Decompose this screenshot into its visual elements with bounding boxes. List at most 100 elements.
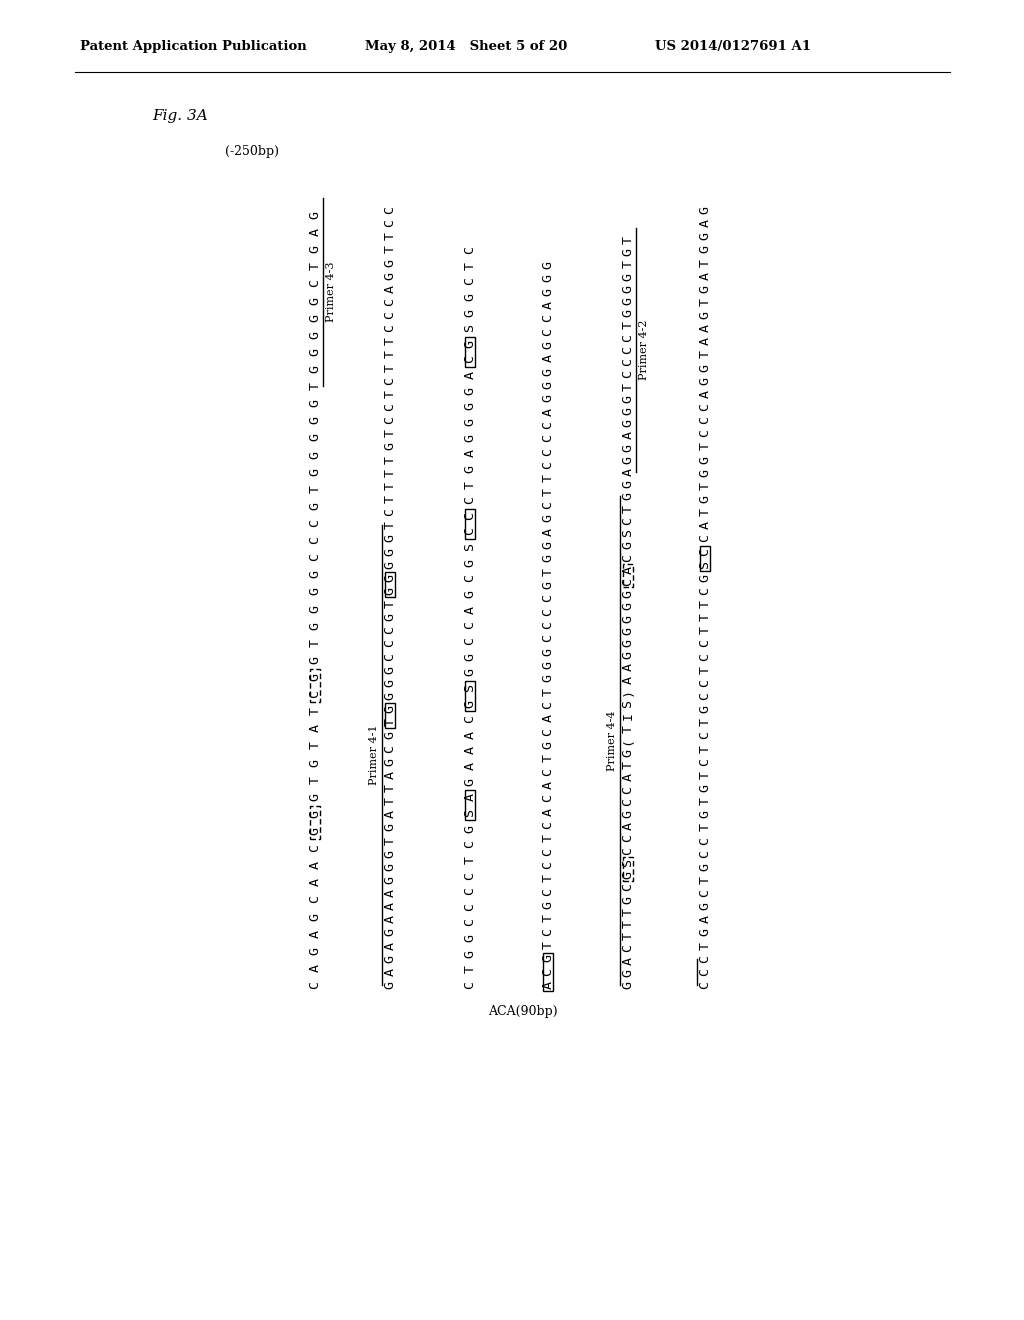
Text: C: C <box>464 903 476 911</box>
Text: G: G <box>542 341 555 348</box>
Text: A: A <box>308 964 322 972</box>
Text: T: T <box>698 626 712 635</box>
Text: G: G <box>384 954 396 962</box>
Bar <box>624 564 633 587</box>
Text: G: G <box>542 661 555 669</box>
Text: G: G <box>308 828 322 836</box>
Text: T: T <box>698 824 712 832</box>
Text: G: G <box>542 741 555 748</box>
Text: C: C <box>698 416 712 424</box>
Text: G: G <box>384 678 396 686</box>
Text: G: G <box>698 363 712 372</box>
Text: G: G <box>308 399 322 408</box>
Text: G: G <box>698 705 712 713</box>
Text: A: A <box>542 528 555 536</box>
Text: A: A <box>542 981 555 989</box>
Text: T: T <box>308 776 322 784</box>
Text: G: G <box>308 605 322 612</box>
Text: T: T <box>384 455 396 463</box>
Text: G: G <box>542 581 555 589</box>
Text: A: A <box>622 469 635 477</box>
Text: C: C <box>622 553 635 561</box>
Text: C: C <box>464 574 476 582</box>
Text: T: T <box>384 718 396 726</box>
Text: G: G <box>308 297 322 305</box>
Text: G: G <box>622 981 635 989</box>
Text: G: G <box>622 444 635 451</box>
Text: T: T <box>698 876 712 884</box>
Text: A: A <box>542 714 555 722</box>
Text: A: A <box>542 408 555 416</box>
Text: G: G <box>542 675 555 682</box>
Text: C: C <box>542 795 555 803</box>
Text: A: A <box>464 731 476 739</box>
Text: C: C <box>698 890 712 898</box>
Text: A: A <box>622 676 635 684</box>
Text: G: G <box>622 407 635 414</box>
Text: G: G <box>622 969 635 977</box>
Bar <box>624 858 633 880</box>
Text: T: T <box>464 965 476 973</box>
Text: G: G <box>622 602 635 610</box>
Text: T: T <box>622 932 635 940</box>
Text: A: A <box>542 808 555 816</box>
Text: G: G <box>622 248 635 256</box>
Text: C: C <box>542 594 555 602</box>
Text: C: C <box>698 652 712 660</box>
Text: C: C <box>542 327 555 335</box>
Text: ): ) <box>622 688 635 696</box>
Text: T: T <box>698 614 712 622</box>
Text: A: A <box>698 338 712 346</box>
Text: C: C <box>698 548 712 556</box>
Text: G: G <box>698 376 712 384</box>
Text: US 2014/0127691 A1: US 2014/0127691 A1 <box>655 40 811 53</box>
Text: C: C <box>698 850 712 858</box>
Text: A: A <box>464 762 476 770</box>
Text: C: C <box>698 639 712 648</box>
Text: C: C <box>698 429 712 437</box>
Text: A: A <box>698 272 712 280</box>
Text: C: C <box>384 312 396 319</box>
Text: G: G <box>308 759 322 767</box>
Text: S: S <box>698 561 712 569</box>
Text: A: A <box>384 915 396 923</box>
Text: G: G <box>384 981 396 989</box>
Text: G: G <box>622 639 635 647</box>
Text: C: C <box>698 954 712 962</box>
Text: C: C <box>384 416 396 424</box>
Text: T: T <box>542 688 555 696</box>
Text: G: G <box>622 297 635 305</box>
Text: C: C <box>308 553 322 561</box>
Text: C: C <box>698 535 712 543</box>
Text: C: C <box>464 622 476 630</box>
Text: C: C <box>384 652 396 660</box>
Text: G: G <box>698 928 712 936</box>
Text: G: G <box>542 261 555 269</box>
Text: G: G <box>542 381 555 389</box>
Text: G: G <box>698 902 712 911</box>
Text: T: T <box>698 482 712 490</box>
Text: C: C <box>308 895 322 903</box>
Text: C: C <box>622 883 635 891</box>
Text: A: A <box>464 606 476 614</box>
Text: T: T <box>384 797 396 805</box>
Text: S: S <box>464 809 476 817</box>
Text: C: C <box>698 981 712 989</box>
Text: May 8, 2014   Sheet 5 of 20: May 8, 2014 Sheet 5 of 20 <box>365 40 567 53</box>
Text: C: C <box>384 744 396 752</box>
Text: G: G <box>308 450 322 458</box>
Text: C: C <box>622 944 635 952</box>
Text: A: A <box>384 902 396 911</box>
Text: C: C <box>698 587 712 595</box>
Text: G: G <box>464 387 476 395</box>
Text: C: C <box>384 626 396 635</box>
Text: G: G <box>542 515 555 523</box>
Text: T: T <box>622 383 635 391</box>
Text: T: T <box>698 259 712 267</box>
Text: G: G <box>542 554 555 562</box>
Text: G: G <box>464 825 476 833</box>
Text: A: A <box>622 664 635 672</box>
Text: A: A <box>308 861 322 870</box>
Text: S: S <box>464 325 476 333</box>
Text: T: T <box>384 495 396 503</box>
